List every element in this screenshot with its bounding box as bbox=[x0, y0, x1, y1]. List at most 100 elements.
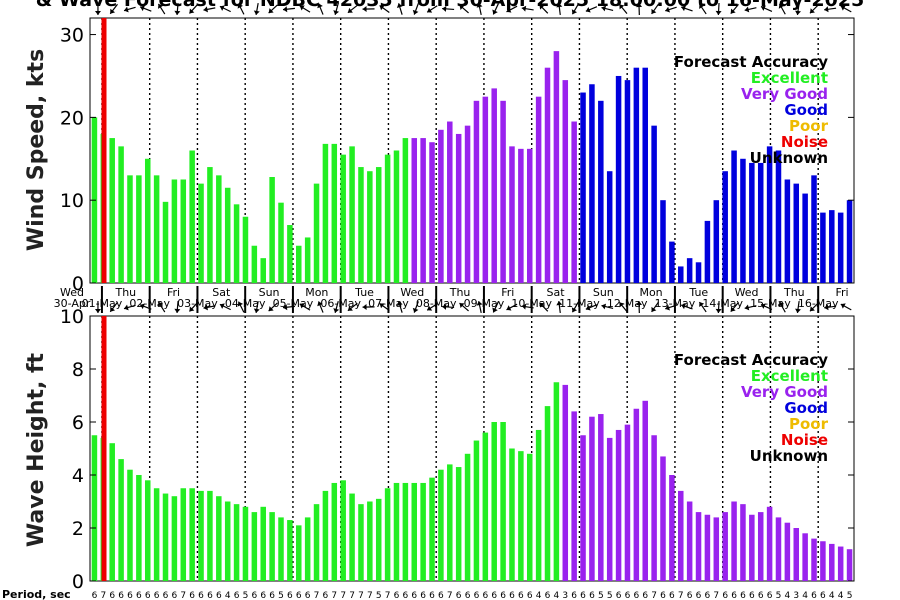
wave-bar bbox=[473, 440, 480, 581]
date-label-day: Sun bbox=[259, 286, 280, 299]
period-value: 6 bbox=[580, 591, 586, 600]
wave-panel: 0 2 4 6 8 10 Wave Height, ft Forecast Accurac… bbox=[24, 300, 855, 593]
direction-arrow bbox=[556, 300, 563, 314]
period-value: 6 bbox=[642, 591, 648, 600]
direction-arrow bbox=[412, 301, 419, 313]
wave-bar bbox=[153, 488, 160, 581]
wave-bar bbox=[189, 488, 195, 581]
direction-arrow bbox=[585, 304, 598, 311]
wave-bar bbox=[491, 422, 497, 581]
wind-plot-frame bbox=[89, 17, 855, 284]
period-value: 7 bbox=[678, 591, 684, 600]
direction-arrow bbox=[299, 303, 311, 311]
wind-bar bbox=[740, 158, 746, 283]
wind-bar bbox=[695, 262, 702, 283]
wave-bar bbox=[793, 528, 800, 581]
wind-bar bbox=[384, 154, 391, 283]
wind-bar bbox=[802, 193, 808, 283]
period-value: 6 bbox=[438, 591, 444, 600]
wave-bar bbox=[660, 456, 666, 581]
direction-arrow bbox=[730, 4, 739, 14]
wind-bar bbox=[153, 175, 160, 283]
direction-arrow bbox=[760, 303, 773, 310]
wind-y-axis-ticks: 0 10 20 30 bbox=[60, 25, 854, 295]
direction-arrow bbox=[795, 2, 801, 16]
period-value: 6 bbox=[616, 591, 622, 600]
period-value: 6 bbox=[127, 591, 133, 600]
direction-arrow bbox=[347, 4, 358, 14]
direction-arrow bbox=[317, 3, 324, 15]
wave-bar bbox=[713, 517, 720, 581]
wave-bar bbox=[358, 504, 364, 581]
direction-arrow bbox=[219, 303, 231, 311]
date-label-day: Wed bbox=[735, 286, 759, 299]
y-tick-label: 10 bbox=[60, 306, 84, 328]
wave-bar bbox=[447, 464, 453, 581]
direction-arrow bbox=[651, 301, 659, 313]
wind-bar bbox=[313, 183, 320, 283]
wave-bar bbox=[233, 504, 240, 581]
period-value: 6 bbox=[696, 591, 702, 600]
period-value: 6 bbox=[154, 591, 160, 600]
wind-bar bbox=[420, 138, 426, 283]
wind-bar bbox=[580, 92, 586, 283]
wave-bar bbox=[642, 400, 648, 581]
period-value: 5 bbox=[776, 591, 782, 600]
period-value: 6 bbox=[491, 591, 497, 600]
direction-arrow bbox=[521, 303, 534, 310]
y-tick-label: 2 bbox=[72, 518, 84, 540]
legend-item: Unknown bbox=[750, 149, 828, 167]
direction-arrow bbox=[476, 3, 483, 15]
wind-bar bbox=[109, 138, 115, 283]
direction-arrow bbox=[94, 301, 101, 313]
wave-bar bbox=[740, 504, 746, 581]
wave-bar bbox=[180, 488, 187, 581]
wave-bar bbox=[749, 514, 755, 581]
legend-item: Poor bbox=[789, 117, 829, 135]
period-value: 3 bbox=[562, 591, 568, 600]
direction-arrow bbox=[362, 6, 375, 13]
direction-arrow bbox=[219, 5, 231, 13]
wind-bar bbox=[562, 80, 569, 283]
wave-bar bbox=[464, 453, 471, 581]
wave-bar bbox=[669, 475, 675, 581]
wind-bar bbox=[411, 138, 418, 283]
wave-bar bbox=[589, 416, 595, 581]
y-tick-label: 0 bbox=[72, 571, 84, 593]
wind-bar bbox=[535, 96, 542, 283]
wave-bar bbox=[829, 543, 835, 581]
period-value: 6 bbox=[163, 591, 169, 600]
period-value: 6 bbox=[767, 591, 773, 600]
wind-bar bbox=[509, 146, 515, 283]
direction-arrow bbox=[665, 304, 677, 311]
direction-arrow bbox=[362, 304, 375, 311]
direction-arrow bbox=[299, 5, 311, 13]
wave-bar bbox=[526, 453, 533, 581]
wind-bar bbox=[793, 183, 800, 283]
direction-arrow bbox=[665, 6, 677, 13]
direction-arrow bbox=[492, 3, 499, 15]
period-value: 5 bbox=[278, 591, 284, 600]
wave-bar bbox=[553, 382, 560, 581]
wind-bar bbox=[358, 167, 364, 283]
period-value: 6 bbox=[305, 591, 311, 600]
direction-arrow bbox=[840, 303, 852, 311]
period-value: 6 bbox=[136, 591, 142, 600]
direction-arrow bbox=[94, 3, 101, 15]
wind-bar bbox=[118, 146, 124, 283]
direction-arrow bbox=[109, 3, 118, 15]
wave-bar bbox=[775, 517, 782, 581]
date-axis: Wed30-AprThu01-MayFri02-MaySat03-MaySun0… bbox=[54, 286, 849, 313]
date-label-day: Mon bbox=[305, 286, 328, 299]
period-value: 6 bbox=[287, 591, 293, 600]
period-value: 3 bbox=[793, 591, 799, 600]
period-value: 6 bbox=[660, 591, 666, 600]
direction-arrow bbox=[715, 300, 722, 314]
wave-bar bbox=[580, 435, 586, 581]
wave-bar bbox=[509, 448, 515, 581]
wind-bar bbox=[669, 241, 675, 283]
wave-bar bbox=[171, 496, 178, 581]
wave-y-axis-ticks: 0 2 4 6 8 10 bbox=[60, 306, 854, 593]
direction-arrow bbox=[824, 304, 837, 311]
